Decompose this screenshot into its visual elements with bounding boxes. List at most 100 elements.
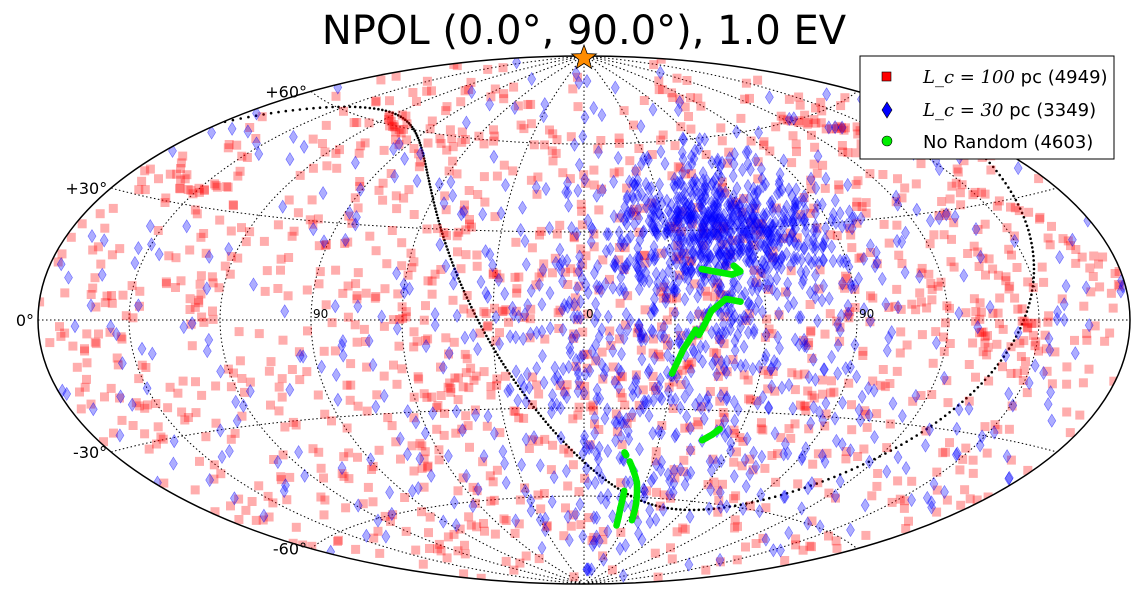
blue-diamond-point	[626, 206, 636, 221]
red-square-point	[342, 423, 352, 433]
red-square-point	[201, 432, 211, 442]
red-square-point	[391, 71, 401, 81]
blue-diamond-point	[278, 199, 288, 214]
red-square-point	[799, 401, 809, 411]
blue-diamond-point	[811, 237, 820, 252]
blue-diamond-point	[682, 409, 691, 424]
red-square-point	[423, 461, 433, 471]
red-square-point	[638, 385, 648, 395]
red-square-point	[527, 243, 537, 253]
blue-diamond-point	[646, 306, 656, 322]
galactic-plane-dot	[610, 483, 614, 486]
red-square-point	[978, 347, 988, 357]
red-square-point	[1098, 252, 1108, 262]
blue-diamond-point	[746, 275, 756, 290]
red-square-point	[228, 200, 238, 210]
red-square-point	[383, 413, 393, 423]
galactic-plane-dot	[544, 420, 547, 424]
red-square-point	[287, 365, 297, 374]
blue-diamond-point	[583, 476, 593, 491]
red-square-point	[434, 539, 444, 549]
red-square-point	[640, 258, 650, 268]
blue-diamond-point	[571, 66, 581, 81]
red-square-point	[183, 185, 193, 194]
galactic-plane-dot	[990, 370, 994, 374]
blue-diamond-point	[753, 396, 762, 411]
galactic-plane-dot	[1029, 237, 1032, 240]
red-square-point	[531, 280, 541, 290]
blue-diamond-point	[628, 381, 637, 396]
blue-diamond-point	[689, 210, 699, 225]
red-square-point	[799, 369, 809, 379]
red-square-point	[482, 421, 492, 431]
red-square-point	[939, 230, 949, 240]
blue-diamond-point	[591, 351, 601, 366]
blue-diamond-point	[385, 485, 394, 500]
red-square-point	[982, 350, 992, 360]
red-square-point	[805, 208, 815, 218]
red-square-point	[669, 465, 679, 475]
red-square-point	[978, 253, 988, 263]
blue-diamond-point	[352, 210, 361, 225]
red-square-point	[686, 445, 696, 455]
galactic-plane-dot	[666, 506, 669, 510]
galactic-plane-dot	[530, 402, 533, 406]
galactic-plane-dot	[494, 350, 497, 354]
blue-diamond-point	[707, 325, 717, 340]
red-square-point	[379, 371, 389, 381]
red-square-point	[151, 399, 161, 408]
red-square-point	[432, 403, 442, 413]
red-square-point	[116, 332, 126, 342]
red-square-point	[620, 243, 630, 253]
red-square-point	[981, 270, 990, 280]
red-square-point	[462, 354, 472, 364]
galactic-plane-dot	[1032, 263, 1036, 267]
red-square-point	[382, 259, 392, 269]
red-square-point	[806, 184, 816, 194]
red-square-point	[316, 463, 326, 473]
red-square-point	[559, 444, 569, 454]
red-square-point	[715, 419, 724, 429]
red-square-point	[474, 131, 484, 141]
red-square-point	[730, 523, 740, 533]
galactic-plane-dot	[532, 405, 535, 409]
red-square-point	[370, 293, 380, 303]
red-square-point	[771, 477, 781, 487]
red-square-point	[346, 359, 356, 369]
blue-diamond-point	[721, 304, 731, 319]
red-square-point	[461, 411, 471, 421]
blue-diamond-point	[1052, 312, 1062, 327]
red-square-point	[972, 495, 982, 505]
red-square-point	[237, 223, 246, 233]
blue-diamond-point	[859, 302, 869, 317]
blue-diamond-point	[670, 215, 680, 230]
red-square-point	[649, 382, 659, 391]
blue-diamond-point	[736, 358, 746, 373]
red-square-point	[215, 215, 225, 225]
blue-diamond-point	[751, 152, 761, 167]
red-square-point	[489, 136, 498, 146]
red-square-point	[841, 271, 850, 281]
red-square-point	[598, 255, 608, 265]
blue-diamond-point	[786, 258, 795, 273]
blue-diamond-point	[448, 188, 458, 203]
red-square-point	[134, 374, 144, 384]
blue-diamond-point	[654, 379, 664, 394]
red-square-point	[1007, 401, 1017, 411]
red-square-point	[1010, 203, 1020, 213]
red-square-point	[891, 197, 901, 207]
red-square-point	[1105, 328, 1115, 338]
galactic-plane-dot	[449, 257, 453, 261]
red-square-point	[916, 159, 926, 169]
blue-diamond-point	[660, 245, 669, 260]
blue-diamond-point	[239, 398, 248, 413]
blue-diamond-point	[735, 313, 745, 328]
galactic-plane-dot	[674, 507, 678, 511]
red-square-point	[344, 211, 354, 221]
red-square-point	[845, 223, 855, 233]
blue-diamond-point	[651, 224, 661, 239]
galactic-plane-dot	[452, 264, 455, 267]
blue-diamond-point	[582, 562, 592, 577]
blue-diamond-point	[715, 552, 725, 567]
